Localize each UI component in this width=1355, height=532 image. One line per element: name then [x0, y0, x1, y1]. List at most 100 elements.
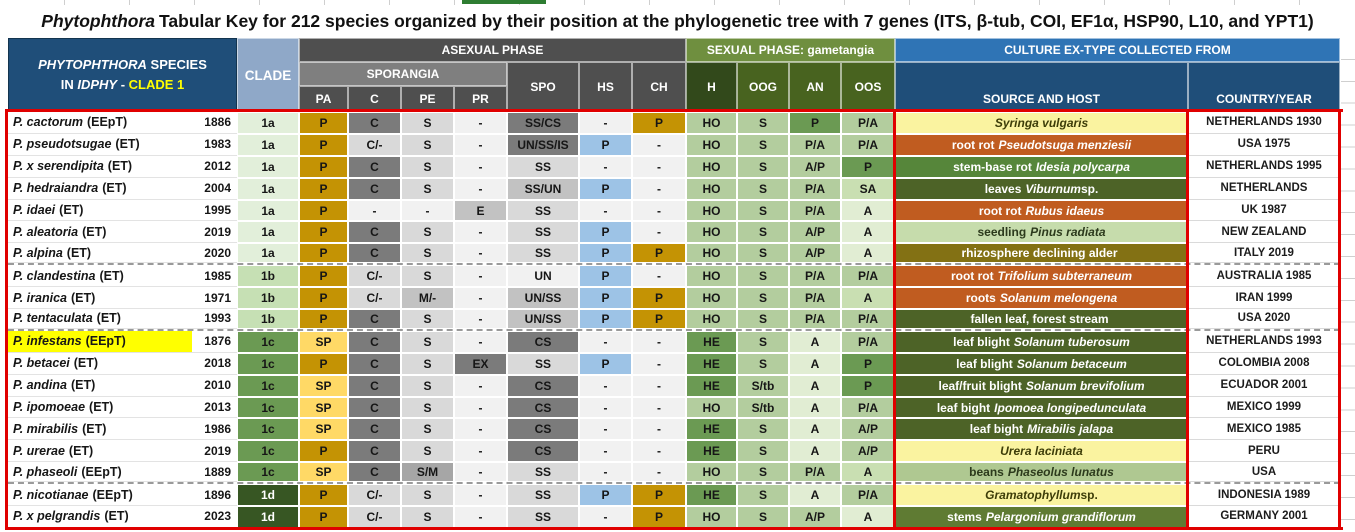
- cell-oos[interactable]: A: [841, 221, 895, 244]
- year-cell[interactable]: 2018: [192, 352, 237, 375]
- cell-c[interactable]: C/-: [348, 265, 401, 288]
- cell-pr[interactable]: -: [454, 155, 507, 178]
- cell-h[interactable]: HO: [686, 221, 737, 244]
- cell-oog[interactable]: S: [737, 484, 789, 507]
- host-cell[interactable]: leaf blight Solanum tuberosum: [895, 330, 1188, 353]
- cell-c[interactable]: C: [348, 418, 401, 441]
- cell-c[interactable]: C/-: [348, 287, 401, 310]
- cell-hs[interactable]: -: [579, 440, 632, 463]
- cell-pr[interactable]: -: [454, 309, 507, 329]
- species-name-cell[interactable]: P. andina (ET): [8, 374, 192, 397]
- cell-an[interactable]: A: [789, 374, 841, 397]
- cell-h[interactable]: HE: [686, 418, 737, 441]
- cell-hs[interactable]: P: [579, 243, 632, 264]
- cell-spo[interactable]: SS/UN: [507, 177, 579, 200]
- year-cell[interactable]: 1889: [192, 462, 237, 483]
- clade-cell[interactable]: 1a: [237, 155, 299, 178]
- clade-cell[interactable]: 1c: [237, 396, 299, 419]
- cell-pa[interactable]: P: [299, 133, 348, 156]
- cell-h[interactable]: HO: [686, 199, 737, 222]
- cell-pe[interactable]: S: [401, 177, 454, 200]
- cell-h[interactable]: HO: [686, 462, 737, 483]
- cell-pr[interactable]: -: [454, 330, 507, 353]
- cell-hs[interactable]: P: [579, 287, 632, 310]
- cell-oog[interactable]: S: [737, 506, 789, 528]
- host-cell[interactable]: leaf/fruit blight Solanum brevifolium: [895, 374, 1188, 397]
- cell-oos[interactable]: P: [841, 155, 895, 178]
- col-header-pe[interactable]: PE: [401, 86, 454, 112]
- cell-oos[interactable]: P/A: [841, 112, 895, 134]
- cell-h[interactable]: HE: [686, 440, 737, 463]
- clade-cell[interactable]: 1c: [237, 352, 299, 375]
- cell-hs[interactable]: -: [579, 330, 632, 353]
- cell-spo[interactable]: SS: [507, 462, 579, 483]
- sporangia-header[interactable]: SPORANGIA: [299, 62, 507, 86]
- country-cell[interactable]: AUSTRALIA 1985: [1188, 265, 1340, 288]
- cell-oos[interactable]: SA: [841, 177, 895, 200]
- cell-h[interactable]: HE: [686, 352, 737, 375]
- species-name-cell[interactable]: P. nicotianae (EEpT): [8, 484, 192, 507]
- host-cell[interactable]: root rot Trifolium subterraneum: [895, 265, 1188, 288]
- cell-pe[interactable]: S: [401, 374, 454, 397]
- clade-column-header[interactable]: CLADE: [237, 38, 299, 112]
- cell-pa[interactable]: SP: [299, 330, 348, 353]
- cell-oog[interactable]: S/tb: [737, 396, 789, 419]
- cell-pe[interactable]: S/M: [401, 462, 454, 483]
- cell-spo[interactable]: SS: [507, 243, 579, 264]
- country-cell[interactable]: USA 2020: [1188, 309, 1340, 329]
- cell-hs[interactable]: P: [579, 484, 632, 507]
- cell-ch[interactable]: -: [632, 418, 686, 441]
- country-cell[interactable]: NETHERLANDS 1995: [1188, 155, 1340, 178]
- cell-ch[interactable]: -: [632, 199, 686, 222]
- cell-h[interactable]: HO: [686, 177, 737, 200]
- clade-cell[interactable]: 1a: [237, 133, 299, 156]
- year-cell[interactable]: 1986: [192, 418, 237, 441]
- clade-cell[interactable]: 1a: [237, 199, 299, 222]
- cell-h[interactable]: HO: [686, 287, 737, 310]
- cell-ch[interactable]: P: [632, 287, 686, 310]
- clade-cell[interactable]: 1c: [237, 418, 299, 441]
- country-cell[interactable]: ITALY 2019: [1188, 243, 1340, 264]
- host-cell[interactable]: leaf bight Mirabilis jalapa: [895, 418, 1188, 441]
- country-cell[interactable]: MEXICO 1985: [1188, 418, 1340, 441]
- cell-pr[interactable]: -: [454, 418, 507, 441]
- cell-oog[interactable]: S: [737, 133, 789, 156]
- cell-an[interactable]: P/A: [789, 462, 841, 483]
- year-cell[interactable]: 2004: [192, 177, 237, 200]
- host-cell[interactable]: stem-base rot Idesia polycarpa: [895, 155, 1188, 178]
- cell-spo[interactable]: SS: [507, 484, 579, 507]
- cell-oos[interactable]: A/P: [841, 418, 895, 441]
- cell-oog[interactable]: S: [737, 418, 789, 441]
- species-name-cell[interactable]: P. clandestina (ET): [8, 265, 192, 288]
- cell-spo[interactable]: CS: [507, 330, 579, 353]
- cell-oog[interactable]: S: [737, 265, 789, 288]
- cell-h[interactable]: HE: [686, 330, 737, 353]
- asexual-phase-header[interactable]: ASEXUAL PHASE: [299, 38, 686, 62]
- cell-c[interactable]: C/-: [348, 506, 401, 528]
- cell-hs[interactable]: -: [579, 462, 632, 483]
- cell-ch[interactable]: -: [632, 374, 686, 397]
- year-cell[interactable]: 2012: [192, 155, 237, 178]
- cell-hs[interactable]: -: [579, 155, 632, 178]
- col-header-oos[interactable]: OOS: [841, 62, 895, 112]
- cell-pa[interactable]: SP: [299, 396, 348, 419]
- cell-spo[interactable]: SS: [507, 155, 579, 178]
- cell-spo[interactable]: CS: [507, 418, 579, 441]
- year-cell[interactable]: 1886: [192, 112, 237, 134]
- cell-oos[interactable]: A/P: [841, 440, 895, 463]
- cell-an[interactable]: P/A: [789, 177, 841, 200]
- cell-oos[interactable]: P/A: [841, 396, 895, 419]
- cell-pr[interactable]: -: [454, 265, 507, 288]
- cell-oog[interactable]: S: [737, 112, 789, 134]
- cell-an[interactable]: P/A: [789, 265, 841, 288]
- cell-h[interactable]: HE: [686, 374, 737, 397]
- species-name-cell[interactable]: P. x pelgrandis (ET): [8, 506, 192, 528]
- species-name-cell[interactable]: P. idaei (ET): [8, 199, 192, 222]
- species-name-cell[interactable]: P. aleatoria (ET): [8, 221, 192, 244]
- cell-an[interactable]: P/A: [789, 309, 841, 329]
- cell-pr[interactable]: -: [454, 396, 507, 419]
- cell-oog[interactable]: S: [737, 221, 789, 244]
- cell-pe[interactable]: S: [401, 330, 454, 353]
- cell-pe[interactable]: -: [401, 199, 454, 222]
- cell-h[interactable]: HO: [686, 396, 737, 419]
